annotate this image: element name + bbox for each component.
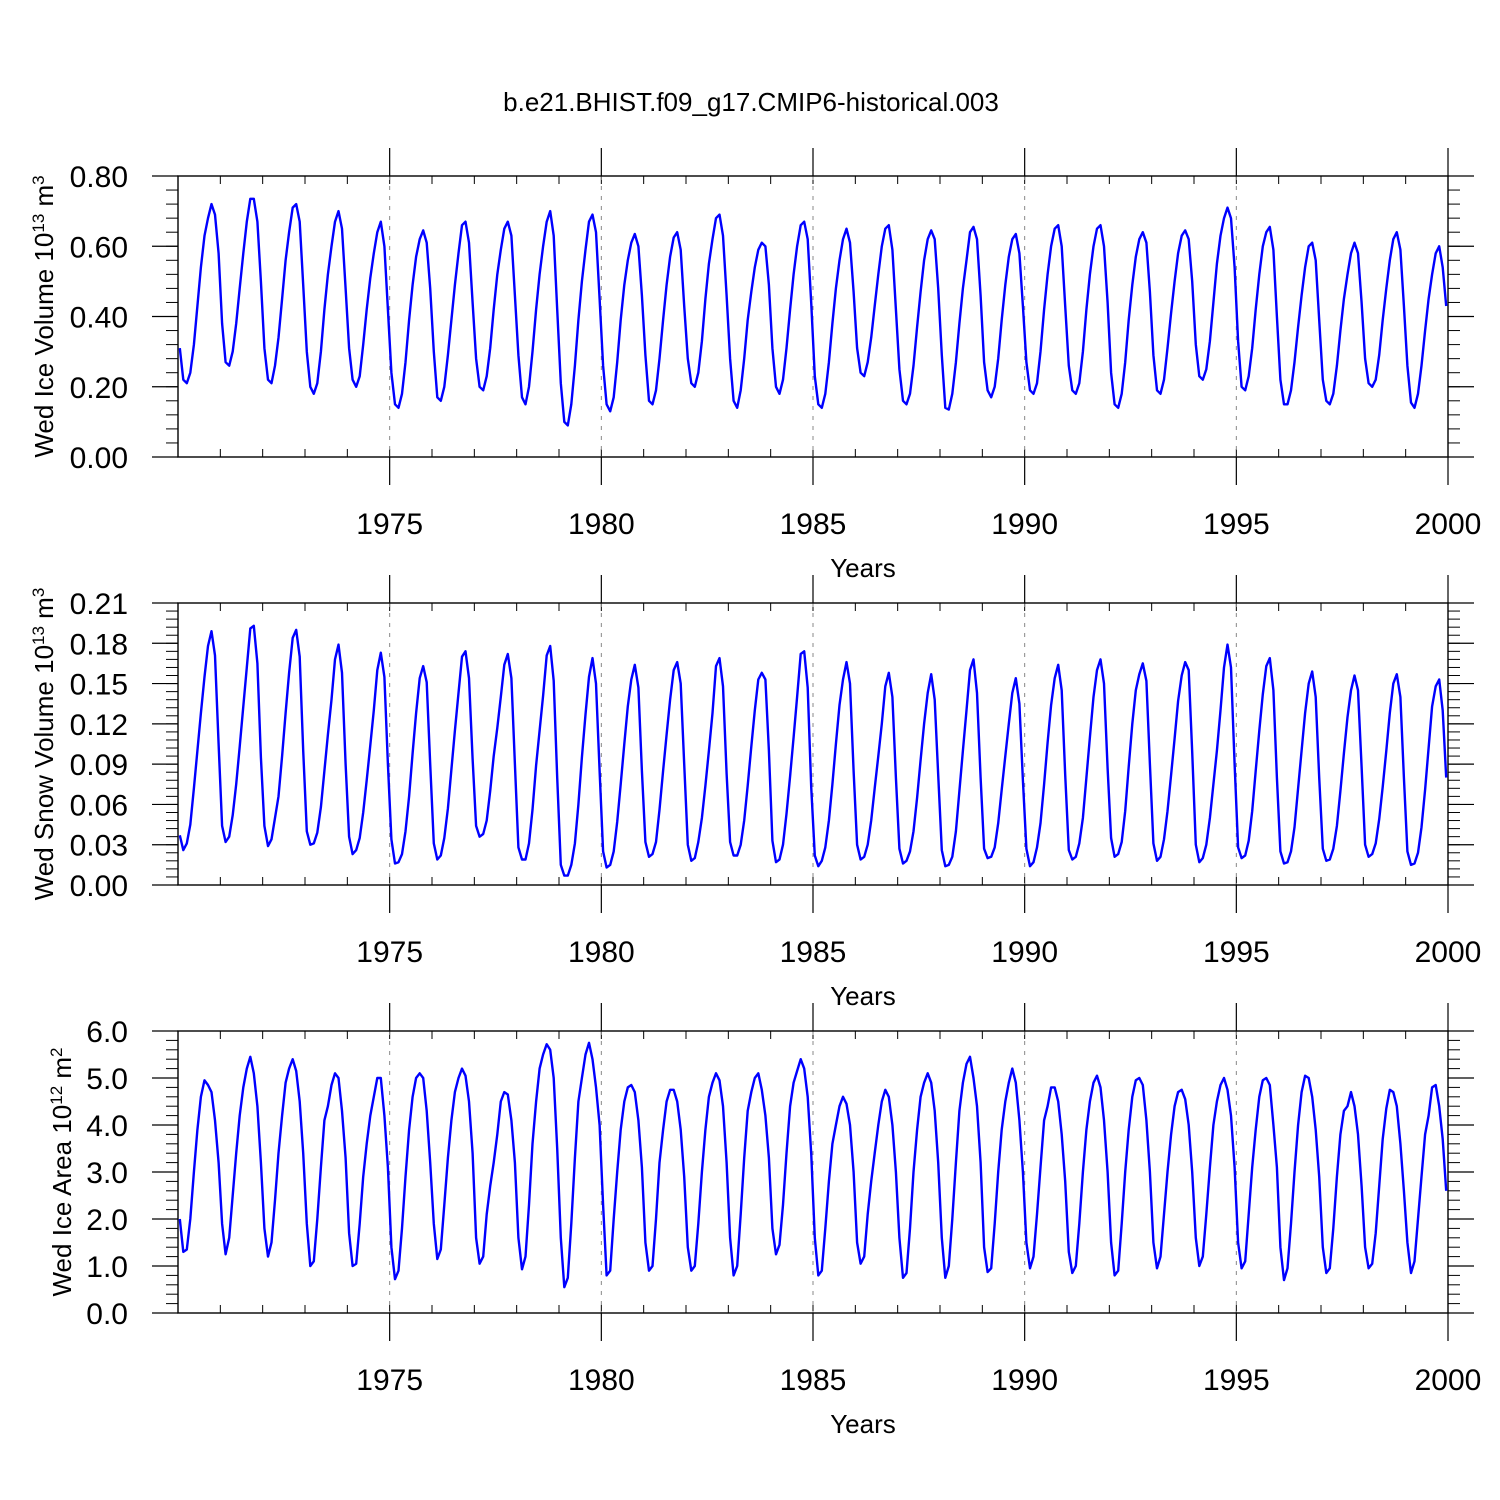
y-tick-label: 0.60 <box>70 231 128 264</box>
y-tick-label: 5.0 <box>86 1063 128 1096</box>
plot-frame <box>177 602 1449 886</box>
x-tick-label: 2000 <box>1415 508 1482 541</box>
plot-frame <box>177 1030 1449 1314</box>
y-tick-label: 0.20 <box>70 372 128 405</box>
y-tick-label: 0.09 <box>70 749 128 782</box>
y-tick-label: 0.21 <box>70 588 128 621</box>
panels: 0.00 0.20 0.40 0.60 0.80 1975 1980 1985 1990 1995… <box>29 148 1482 1439</box>
x-tick-label: 1985 <box>780 508 847 541</box>
y-axis-label-part: Wed Ice Area 10 <box>47 1105 77 1297</box>
x-tick-label: 1990 <box>991 936 1058 969</box>
y-axis-label-part: m <box>29 597 59 626</box>
y-axis-label-superscript: 13 <box>29 214 48 233</box>
y-tick-label: 6.0 <box>86 1016 128 1049</box>
x-tick-label: 2000 <box>1415 936 1482 969</box>
y-axis-label: Wed Ice Area 1012 m2 <box>47 1047 78 1296</box>
x-tick-label: 1975 <box>356 1364 423 1397</box>
y-axis-label-superscript: 3 <box>29 588 48 597</box>
x-tick-label: 1990 <box>991 1364 1058 1397</box>
y-tick-label: 0.12 <box>70 709 128 742</box>
series-line-ice-volume <box>178 197 1448 427</box>
y-tick-label: 1.0 <box>86 1251 128 1284</box>
y-tick-label: 0.18 <box>70 628 128 661</box>
x-tick-label: 1975 <box>356 936 423 969</box>
series-line-ice-area <box>178 1041 1448 1289</box>
y-axis-label-part: Wed Snow Volume 10 <box>29 645 59 900</box>
figure-title: b.e21.BHIST.f09_g17.CMIP6-historical.003 <box>503 87 999 117</box>
y-axis-label: Wed Snow Volume 1013 m3 <box>29 588 60 901</box>
x-tick-label: 1990 <box>991 508 1058 541</box>
y-tick-label: 0.00 <box>70 870 128 903</box>
x-tick-label: 1980 <box>568 508 635 541</box>
plot-frame <box>177 175 1449 458</box>
series-line-snow-volume <box>178 624 1448 877</box>
y-axis-label-part: m <box>47 1057 77 1086</box>
x-tick-label: 1980 <box>568 1364 635 1397</box>
y-tick-label: 4.0 <box>86 1110 128 1143</box>
panel-snow-volume: 0.00 0.03 0.06 0.09 0.12 0.15 0.18 0.21 1975 1980… <box>29 575 1482 1011</box>
y-tick-label: 0.0 <box>86 1298 128 1331</box>
y-tick-label: 3.0 <box>86 1157 128 1190</box>
y-tick-label: 0.06 <box>70 789 128 822</box>
y-tick-label: 0.03 <box>70 830 128 863</box>
y-axis-label-superscript: 13 <box>29 626 48 645</box>
y-axis-label: Wed Ice Volume 1013 m3 <box>29 175 60 457</box>
y-tick-label: 0.40 <box>70 302 128 335</box>
x-axis-label: Years <box>830 553 896 583</box>
x-tick-label: 1995 <box>1203 1364 1270 1397</box>
x-tick-label: 1995 <box>1203 508 1270 541</box>
panel-ice-volume: 0.00 0.20 0.40 0.60 0.80 1975 1980 1985 1990 1995… <box>29 148 1482 583</box>
x-tick-label: 1985 <box>780 1364 847 1397</box>
y-axis-label-part: m <box>29 185 59 214</box>
y-tick-label: 0.00 <box>70 442 128 475</box>
y-axis-label-superscript: 3 <box>29 175 48 184</box>
y-axis-label-superscript: 2 <box>47 1047 66 1056</box>
y-tick-label: 0.15 <box>70 669 128 702</box>
x-tick-label: 1985 <box>780 936 847 969</box>
x-tick-label: 1995 <box>1203 936 1270 969</box>
x-axis-label: Years <box>830 1409 896 1439</box>
x-tick-label: 2000 <box>1415 1364 1482 1397</box>
y-tick-label: 0.80 <box>70 161 128 194</box>
x-tick-label: 1980 <box>568 936 635 969</box>
y-axis-label-superscript: 12 <box>47 1086 66 1105</box>
y-axis-label-part: Wed Ice Volume 10 <box>29 233 59 458</box>
x-axis-label: Years <box>830 981 896 1011</box>
y-tick-label: 2.0 <box>86 1204 128 1237</box>
x-tick-label: 1975 <box>356 508 423 541</box>
panel-ice-area: 0.0 1.0 2.0 3.0 4.0 5.0 6.0 1975 1980 1985 1990 199… <box>47 1003 1482 1439</box>
